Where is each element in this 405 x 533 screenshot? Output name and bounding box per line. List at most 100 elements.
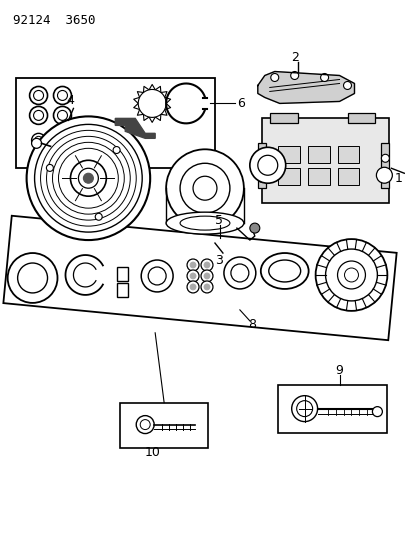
Ellipse shape [166,149,243,227]
Text: 8: 8 [247,318,255,332]
Ellipse shape [180,216,229,230]
Circle shape [257,155,277,175]
Circle shape [200,259,213,271]
Text: 10: 10 [144,446,160,459]
Circle shape [187,259,198,271]
Circle shape [30,107,47,124]
Text: 2: 2 [290,51,298,64]
Circle shape [203,284,209,290]
Circle shape [380,154,388,162]
Bar [16,78,214,168]
Circle shape [148,267,166,285]
Circle shape [380,174,388,182]
Bar [117,283,128,297]
Circle shape [344,268,358,282]
Bar [337,168,358,185]
Circle shape [249,147,285,183]
Bar [277,147,299,163]
Bar [277,385,386,433]
Circle shape [141,260,173,292]
Circle shape [337,261,365,289]
Circle shape [190,262,196,268]
Circle shape [190,284,196,290]
Circle shape [320,74,328,82]
Text: 5: 5 [214,214,222,227]
Circle shape [140,419,150,430]
Circle shape [34,124,142,232]
Circle shape [290,71,298,79]
Circle shape [315,239,386,311]
Bar [307,147,329,163]
Circle shape [375,167,391,183]
Circle shape [136,416,154,433]
Circle shape [83,173,93,183]
Circle shape [138,90,166,117]
Circle shape [224,257,255,289]
Circle shape [8,253,58,303]
Circle shape [40,131,136,226]
Circle shape [34,91,43,100]
Bar [337,147,358,163]
Bar [347,114,375,123]
Text: 3: 3 [214,254,222,266]
Polygon shape [3,216,396,340]
Ellipse shape [268,260,300,282]
Circle shape [113,147,120,154]
Circle shape [291,395,317,422]
Bar [269,114,297,123]
Ellipse shape [260,253,308,289]
Bar [117,267,128,281]
Circle shape [200,281,213,293]
Bar [261,118,388,203]
Bar [277,168,299,185]
Ellipse shape [192,176,216,200]
Circle shape [47,136,130,220]
Circle shape [30,86,47,104]
Circle shape [52,142,124,214]
Circle shape [34,136,43,144]
Circle shape [343,82,351,90]
Circle shape [95,213,102,220]
Circle shape [34,110,43,120]
Circle shape [32,133,45,147]
Circle shape [230,264,248,282]
Circle shape [58,91,67,100]
Circle shape [53,86,71,104]
Text: 4: 4 [66,94,74,107]
Circle shape [203,273,209,279]
Circle shape [32,139,41,148]
Circle shape [371,407,382,417]
Circle shape [187,270,198,282]
Circle shape [200,270,213,282]
Circle shape [58,110,67,120]
Circle shape [257,154,265,162]
Text: 6: 6 [236,97,244,110]
Bar [120,402,207,448]
Circle shape [78,168,98,188]
Circle shape [65,135,76,146]
Circle shape [296,401,312,417]
Circle shape [270,74,278,82]
Circle shape [325,249,377,301]
Text: 1: 1 [393,172,401,185]
Text: 9: 9 [335,364,343,377]
Bar [257,143,265,188]
Circle shape [53,107,71,124]
Circle shape [190,273,196,279]
Bar [307,168,329,185]
Circle shape [257,174,265,182]
Polygon shape [115,118,155,139]
Circle shape [187,281,198,293]
Circle shape [203,262,209,268]
Text: 92124  3650: 92124 3650 [13,14,95,27]
Circle shape [70,160,106,196]
Polygon shape [257,71,354,103]
Circle shape [58,148,118,208]
Circle shape [249,223,259,233]
Bar [380,143,388,188]
Circle shape [27,116,150,240]
Circle shape [46,164,53,172]
Circle shape [17,263,47,293]
Ellipse shape [166,212,243,234]
Ellipse shape [180,163,229,213]
